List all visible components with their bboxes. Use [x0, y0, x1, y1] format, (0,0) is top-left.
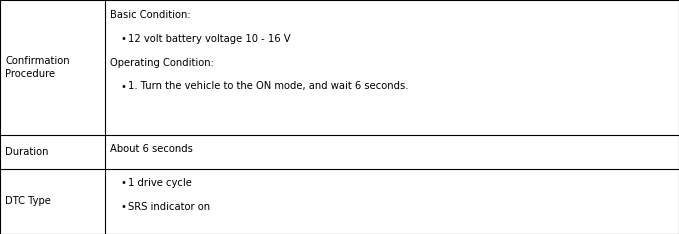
Text: Confirmation
Procedure: Confirmation Procedure	[5, 56, 70, 79]
Text: 1 drive cycle: 1 drive cycle	[128, 179, 192, 189]
Text: •: •	[120, 81, 126, 91]
Text: •: •	[120, 202, 126, 212]
Text: DTC Type: DTC Type	[5, 197, 51, 206]
Text: •: •	[120, 179, 126, 189]
Text: Basic Condition:: Basic Condition:	[110, 10, 191, 19]
Text: 12 volt battery voltage 10 - 16 V: 12 volt battery voltage 10 - 16 V	[128, 33, 291, 44]
Text: 1. Turn the vehicle to the ON mode, and wait 6 seconds.: 1. Turn the vehicle to the ON mode, and …	[128, 81, 409, 91]
Text: Operating Condition:: Operating Condition:	[110, 58, 214, 67]
Text: •: •	[120, 33, 126, 44]
Text: About 6 seconds: About 6 seconds	[110, 145, 193, 154]
Text: Duration: Duration	[5, 147, 48, 157]
Text: SRS indicator on: SRS indicator on	[128, 202, 210, 212]
